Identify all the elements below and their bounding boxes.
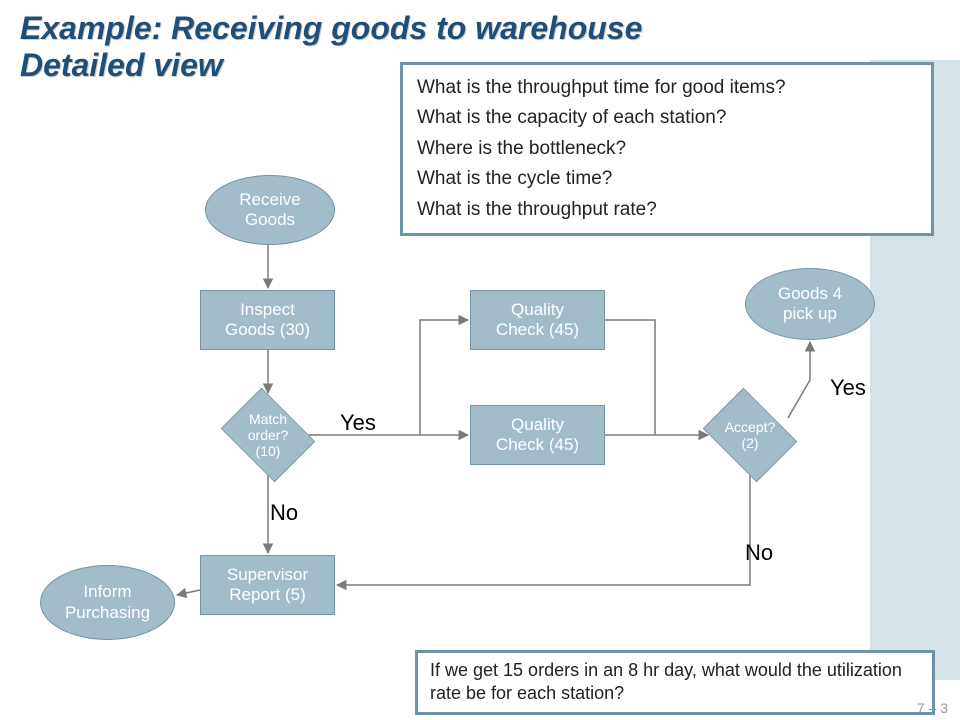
edge-label: Yes	[830, 375, 866, 401]
node-supervisor: SupervisorReport (5)	[200, 555, 335, 615]
page-number: 7 – 3	[917, 700, 948, 716]
title-line-1: Example: Receiving goods to warehouse	[20, 10, 642, 46]
node-inspect: InspectGoods (30)	[200, 290, 335, 350]
question-item: Where is the bottleneck?	[417, 134, 917, 164]
node-inform: InformPurchasing	[40, 565, 175, 640]
node-accept: Accept?(2)	[710, 395, 790, 475]
question-item: What is the throughput time for good ite…	[417, 73, 917, 103]
questions-box-bottom: If we get 15 orders in an 8 hr day, what…	[415, 650, 935, 715]
edge-label: Yes	[340, 410, 376, 436]
node-goods4: Goods 4pick up	[745, 268, 875, 340]
title-line-2: Detailed view	[20, 47, 223, 83]
node-qc1: QualityCheck (45)	[470, 290, 605, 350]
questions-box-top: What is the throughput time for good ite…	[400, 62, 934, 236]
node-qc2: QualityCheck (45)	[470, 405, 605, 465]
node-receive: ReceiveGoods	[205, 175, 335, 245]
edge-label: No	[745, 540, 773, 566]
question-bottom-text: If we get 15 orders in an 8 hr day, what…	[430, 660, 902, 703]
node-label: Accept?(2)	[710, 395, 790, 475]
node-match: Matchorder?(10)	[228, 395, 308, 475]
question-item: What is the capacity of each station?	[417, 103, 917, 133]
edge-label: No	[270, 500, 298, 526]
question-item: What is the throughput rate?	[417, 195, 917, 225]
question-item: What is the cycle time?	[417, 164, 917, 194]
node-label: Matchorder?(10)	[228, 395, 308, 475]
